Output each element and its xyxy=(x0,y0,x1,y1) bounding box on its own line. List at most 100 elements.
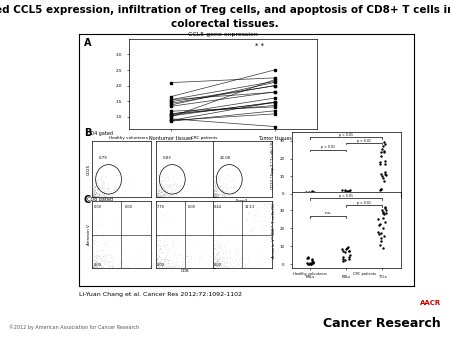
Point xyxy=(90,168,97,174)
Point xyxy=(220,245,228,250)
Point xyxy=(213,191,220,197)
Point xyxy=(153,194,160,200)
Point xyxy=(214,192,221,198)
Point xyxy=(224,264,231,270)
Text: CRC patients: CRC patients xyxy=(353,272,376,276)
Point xyxy=(90,190,97,196)
Point xyxy=(90,193,97,199)
Point xyxy=(377,242,384,248)
Point xyxy=(215,179,222,185)
Point xyxy=(94,261,101,267)
Point xyxy=(211,192,218,197)
Point xyxy=(154,261,162,266)
Point xyxy=(91,253,98,258)
Point xyxy=(165,184,172,190)
Point xyxy=(92,189,99,195)
Point xyxy=(210,265,217,271)
Point xyxy=(176,262,183,267)
Point xyxy=(117,252,125,257)
Text: 22.00: 22.00 xyxy=(220,156,231,160)
Point xyxy=(89,190,96,195)
Point xyxy=(105,264,112,269)
Point xyxy=(95,192,103,197)
Point xyxy=(215,186,222,191)
Point xyxy=(213,183,220,189)
Point xyxy=(163,182,170,187)
Point xyxy=(173,192,180,198)
Point xyxy=(212,187,219,192)
Point xyxy=(96,185,104,190)
Point xyxy=(230,195,237,200)
Point xyxy=(218,254,225,259)
Point xyxy=(214,187,221,192)
Point xyxy=(220,194,227,200)
Point xyxy=(92,264,99,270)
Point xyxy=(210,265,217,270)
Point xyxy=(207,258,214,264)
Point xyxy=(157,189,164,194)
Point xyxy=(156,246,163,251)
Point xyxy=(221,193,229,199)
Point xyxy=(96,192,104,197)
Point xyxy=(159,250,166,256)
Point xyxy=(153,262,161,267)
Point xyxy=(211,185,218,190)
Point xyxy=(167,193,174,198)
Point xyxy=(153,256,160,261)
Point xyxy=(90,188,97,194)
Point xyxy=(157,185,164,190)
Point xyxy=(102,240,109,246)
Point xyxy=(219,187,226,192)
Point xyxy=(160,188,167,194)
Point xyxy=(219,264,226,269)
Point xyxy=(210,253,217,259)
Point xyxy=(305,261,312,267)
Point xyxy=(90,244,97,249)
Point xyxy=(92,263,99,268)
Point xyxy=(93,254,100,260)
Point xyxy=(103,254,110,260)
Point xyxy=(157,186,164,191)
Point xyxy=(166,189,174,194)
Point xyxy=(92,170,99,175)
Point xyxy=(158,189,165,194)
Point xyxy=(90,184,98,190)
Point xyxy=(99,264,106,270)
Point xyxy=(187,259,194,265)
Point xyxy=(158,250,166,256)
Point xyxy=(212,194,219,200)
Point xyxy=(100,194,107,199)
Point xyxy=(222,258,230,264)
Point xyxy=(117,259,124,264)
Point xyxy=(161,257,168,263)
Point xyxy=(156,182,163,188)
Point xyxy=(266,208,273,213)
Point xyxy=(223,193,230,199)
Point xyxy=(163,209,171,214)
Point xyxy=(94,194,102,200)
Point xyxy=(91,184,99,189)
Point xyxy=(157,246,164,251)
Point xyxy=(153,193,160,198)
Point xyxy=(102,252,109,258)
Point xyxy=(157,191,164,196)
Point xyxy=(153,189,160,194)
Point xyxy=(211,188,218,194)
Point xyxy=(171,194,179,200)
Point xyxy=(89,256,96,262)
Point xyxy=(158,177,165,183)
Point xyxy=(211,260,218,266)
Point xyxy=(230,194,237,200)
Point xyxy=(98,256,105,261)
Point xyxy=(154,193,161,198)
Point xyxy=(101,195,108,200)
Point xyxy=(210,241,217,247)
Point xyxy=(156,264,163,269)
Point xyxy=(153,194,161,200)
Point xyxy=(215,251,222,256)
Point xyxy=(163,194,171,200)
Point xyxy=(112,193,119,198)
Point xyxy=(167,260,175,265)
Point xyxy=(162,265,169,270)
Point xyxy=(156,167,163,173)
